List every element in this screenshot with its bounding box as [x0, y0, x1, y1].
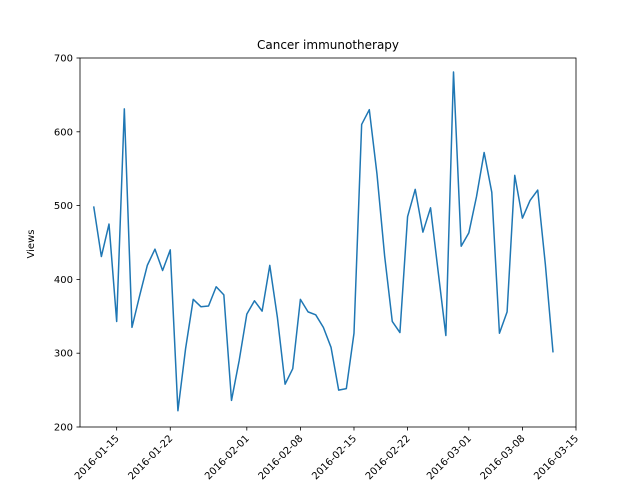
- plot-frame: [79, 57, 577, 428]
- y-tick-label: 500: [54, 201, 73, 212]
- x-tick-label: 2016-03-15: [532, 433, 581, 480]
- y-tick-label: 200: [54, 423, 73, 434]
- x-tick-label: 2016-03-08: [479, 433, 528, 480]
- x-tick-label: 2016-02-08: [257, 433, 306, 480]
- x-tick-label: 2016-01-22: [127, 433, 176, 480]
- y-tick-label: 400: [54, 275, 73, 286]
- x-tick-label: 2016-02-15: [310, 433, 359, 480]
- x-tick-label: 2016-02-01: [203, 433, 252, 480]
- y-axis: 200 300 400 500 600 700: [54, 54, 80, 434]
- y-tick-label: 700: [54, 54, 73, 65]
- y-tick-label: 300: [54, 349, 73, 360]
- series-line: [92, 71, 554, 412]
- x-tick-label: 2016-02-22: [364, 433, 413, 480]
- chart-title: Cancer immunotherapy: [257, 38, 399, 52]
- x-tick-label: 2016-03-01: [425, 433, 474, 480]
- y-axis-label: Views: [26, 230, 37, 259]
- x-axis: 2016-01-15 2016-01-22 2016-02-01 2016-02-08…: [73, 427, 581, 480]
- y-tick-label: 600: [54, 127, 73, 138]
- x-tick-label: 2016-01-15: [73, 433, 122, 480]
